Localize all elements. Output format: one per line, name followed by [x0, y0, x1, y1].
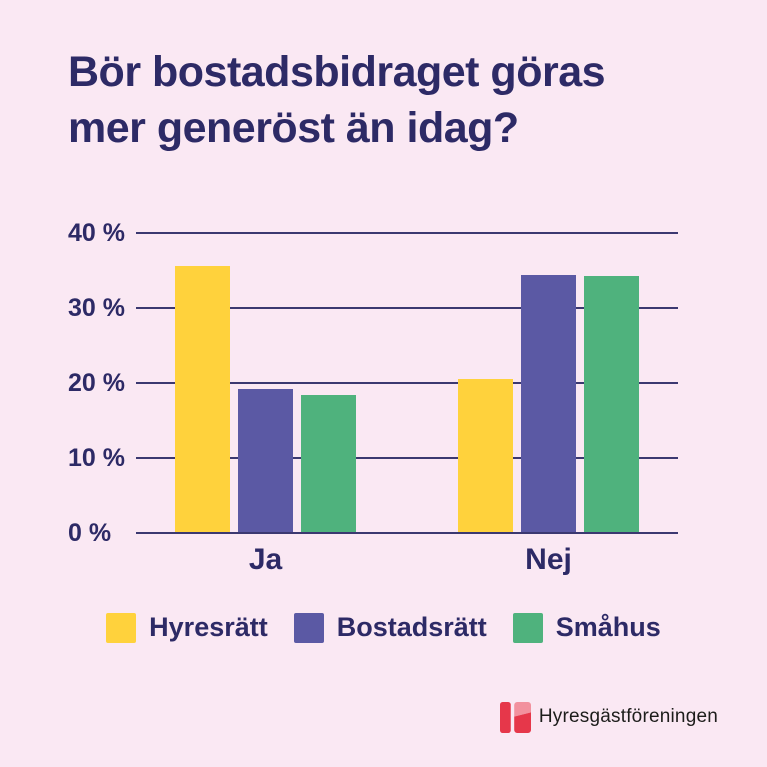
bar-ja-bostadsratt — [238, 389, 293, 533]
x-axis-label-ja: Ja — [248, 543, 283, 576]
brand-name: Hyresgästföreningen — [538, 706, 718, 727]
bar-nej-hyresratt — [458, 378, 513, 533]
legend-swatch-hyresratt — [106, 612, 137, 643]
h-icon-bottom-right-block — [514, 711, 531, 733]
legend-label-smahus: Småhus — [555, 612, 661, 642]
bar-nej-bostadsratt — [521, 275, 576, 533]
h-icon-top-right-block — [514, 701, 531, 717]
gridline-20- — [136, 382, 678, 384]
y-axis-tick-0-: 0 % — [68, 519, 112, 547]
y-axis-tick-30-: 30 % — [68, 294, 125, 322]
legend-label-bostadsratt: Bostadsrätt — [336, 612, 487, 642]
y-axis-tick-10-: 10 % — [68, 444, 125, 472]
chart-legend: Hyresrätt Bostadsrätt Småhus — [0, 612, 767, 643]
legend-item-smahus: Småhus — [512, 612, 661, 643]
bar-ja-hyresratt — [175, 266, 230, 533]
hyresgastforeningen-h-icon — [499, 701, 531, 733]
h-icon-left-bar — [499, 701, 511, 733]
legend-item-bostadsratt: Bostadsrätt — [293, 612, 487, 643]
legend-swatch-smahus — [512, 612, 543, 643]
chart-title-line-2: mer generöst än idag? — [68, 104, 519, 152]
chart-title: Bör bostadsbidraget göras mer generöst än… — [68, 44, 708, 156]
legend-item-hyresratt: Hyresrätt — [106, 612, 268, 643]
brand-logo: Hyresgästföreningen — [499, 700, 718, 734]
gridline-30- — [136, 307, 678, 309]
chart-title-line-1: Bör bostadsbidraget göras — [68, 48, 606, 96]
legend-swatch-bostadsratt — [293, 612, 324, 643]
y-axis-tick-20-: 20 % — [68, 369, 125, 397]
gridline-40- — [136, 232, 678, 234]
gridline-0- — [136, 532, 678, 534]
x-axis-label-nej: Nej — [525, 543, 572, 576]
bar-nej-smahus — [584, 275, 639, 533]
legend-label-hyresratt: Hyresrätt — [149, 612, 268, 642]
y-axis-tick-40-: 40 % — [68, 219, 125, 247]
gridline-10- — [136, 457, 678, 459]
bar-ja-smahus — [301, 395, 356, 533]
